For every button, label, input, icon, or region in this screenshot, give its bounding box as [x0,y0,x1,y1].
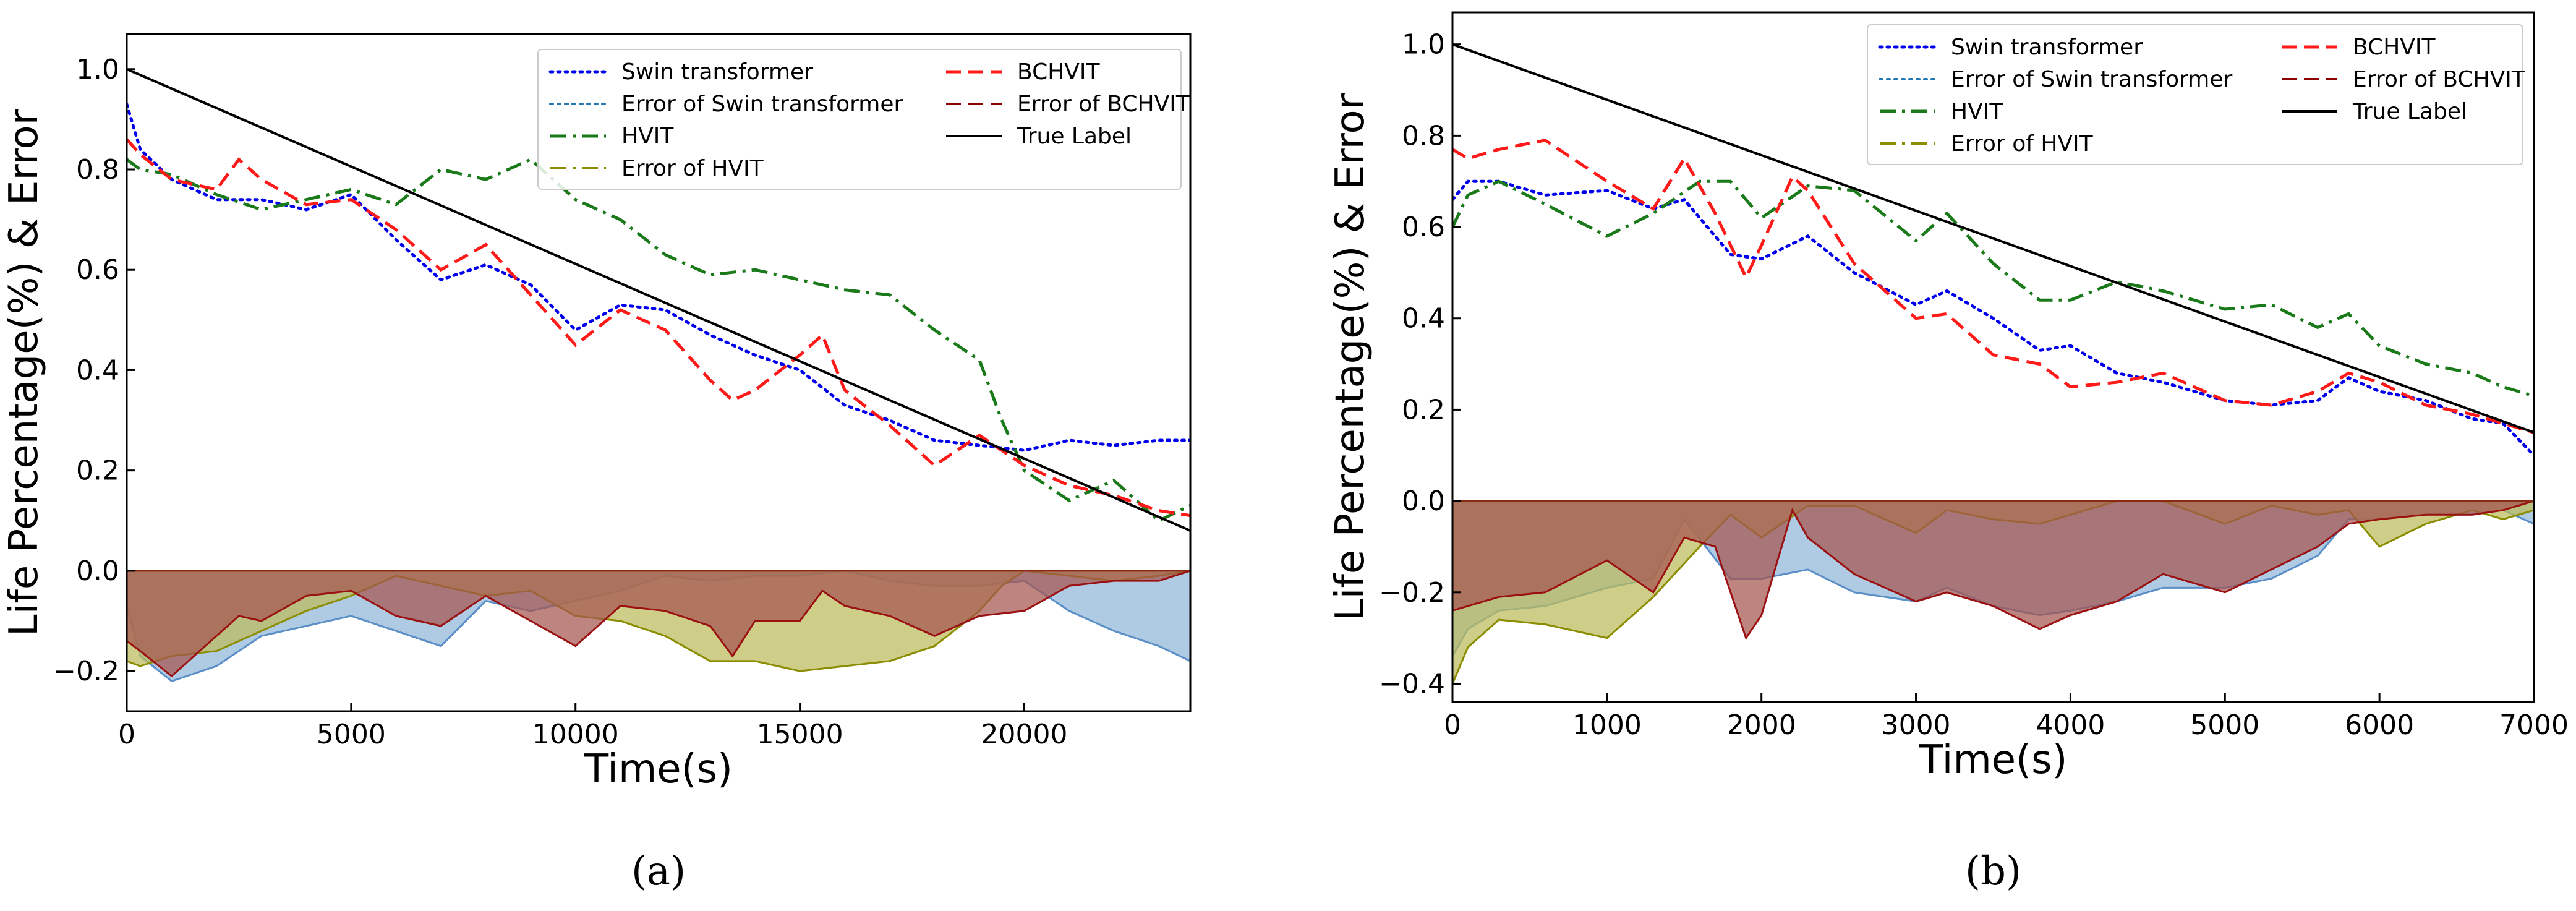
x-tick-label: 0 [1444,709,1461,741]
y-axis-title: Life Percentage(%) & Error [1328,93,1373,621]
y-tick-label: 1.0 [76,54,119,85]
plot-area [1452,43,2534,685]
legend-label: Error of HVIT [621,156,764,181]
legend-label: BCHVIT [1017,59,1101,85]
x-tick-label: 6000 [2345,709,2414,741]
axes-frame [1451,11,2535,703]
legend-label: HVIT [621,124,674,149]
series-line [127,138,1190,518]
y-tick-label: 0.4 [1402,303,1445,335]
legend-label: True Label [2352,99,2467,124]
y-tick-label: 0.0 [1402,485,1445,517]
legend-label: Error of Swin transformer [621,92,903,117]
chart-panel-a: 0 5000 10000 15000 20000 −0.2 0.0 0.2 0.4 0.6 0.8 1… [1,33,1192,894]
x-axis-title: Time(s) [1919,737,2068,783]
plot-area [127,67,1190,682]
legend-label: Swin transformer [621,59,813,85]
x-tick-label: 5000 [2190,709,2259,741]
y-tick-label: 0.0 [76,555,119,587]
y-tick-label: −0.2 [1379,577,1445,609]
x-tick-label: 3000 [1882,709,1951,741]
series-line [127,157,1190,523]
y-tick-label: 1.0 [1402,29,1445,61]
y-tick-label: −0.4 [1379,668,1445,699]
y-axis-title: Life Percentage(%) & Error [1,108,47,636]
panel-label: (a) [631,849,686,894]
legend-label: Swin transformer [1951,35,2143,60]
error-area-fill [127,570,1190,677]
legend-label: BCHVIT [2353,35,2436,60]
y-tick-label: 0.4 [76,354,119,386]
y-tick-label: 0.8 [1402,120,1445,152]
y-tick-label: 0.6 [76,254,119,286]
y-tick-label: 0.8 [76,154,119,186]
x-axis-title: Time(s) [584,746,733,792]
legend-label: Error of Swin transformer [1951,67,2233,92]
series-line [1452,179,2534,457]
y-tick-label: −0.2 [53,656,119,687]
chart-panel-b: 0 1000 2000 3000 4000 5000 6000 7000 −0.4 −0.2 0.0… [1328,11,2569,894]
x-tick-label: 15000 [757,719,843,750]
x-tick-label: 1000 [1572,709,1642,741]
series-line [1452,43,2534,434]
legend-label: Error of BCHVIT [1017,92,1190,117]
y-tick-label: 0.2 [76,455,119,487]
legend-label: True Label [1017,124,1132,149]
error-area-fill [1452,501,2534,638]
series-line [127,67,1190,532]
series-line [1452,139,2534,434]
x-tick-label: 0 [118,719,135,750]
x-tick-label: 10000 [532,719,619,750]
x-tick-label: 20000 [981,719,1067,750]
series-line [1452,179,2534,398]
legend-label: Error of HVIT [1951,131,2094,156]
x-tick-label: 7000 [2499,709,2569,741]
legend-label: HVIT [1951,99,2003,124]
panel-label: (b) [1965,849,2021,894]
y-tick-label: 0.2 [1402,394,1445,426]
x-tick-label: 5000 [317,719,386,750]
x-tick-label: 2000 [1727,709,1796,741]
error-area-line [1452,500,2534,640]
error-area-line [127,570,1190,678]
x-tick-label: 4000 [2036,709,2105,741]
legend-box [537,49,1182,190]
legend-label: Error of BCHVIT [2353,67,2526,92]
legend-box [1867,24,2523,165]
y-tick-label: 0.6 [1402,212,1445,243]
series-line [127,103,1190,452]
axes-frame [126,33,1192,712]
